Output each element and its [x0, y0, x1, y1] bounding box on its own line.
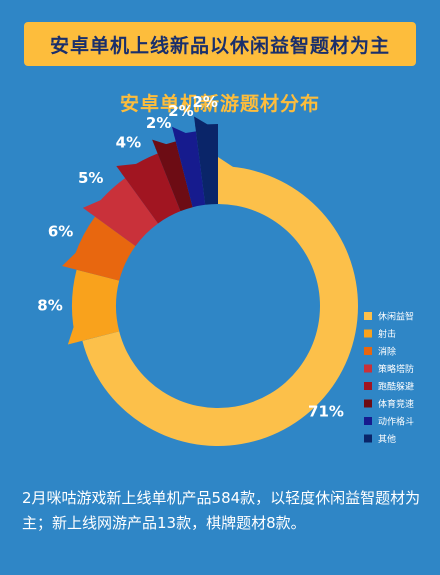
banner-text: 安卓单机上线新品以休闲益智题材为主 — [49, 34, 390, 57]
legend-label-4: 策略塔防 — [378, 363, 414, 375]
data-label-7: 2% — [168, 102, 193, 120]
legend-swatch-7 — [364, 417, 372, 425]
legend-label-5: 跑酷躲避 — [378, 381, 414, 393]
legend-swatch-2 — [364, 329, 372, 338]
data-label-3: 6% — [48, 222, 73, 240]
legend-swatch-5 — [364, 382, 372, 390]
legend-label-2: 射击 — [378, 328, 396, 340]
slice-pointer-7 — [171, 126, 188, 137]
slice-pointer-2 — [67, 324, 78, 345]
donut-slice-8 — [195, 124, 218, 205]
data-label-8: 2% — [192, 93, 217, 111]
donut-slice-2 — [72, 269, 120, 343]
slice-pointer-8 — [194, 116, 209, 127]
data-label-1: 71% — [308, 403, 344, 421]
slice-pointer-4 — [82, 199, 103, 214]
data-label-5: 4% — [116, 134, 141, 152]
data-label-2: 8% — [37, 297, 62, 315]
slice-pointer-1 — [218, 157, 235, 168]
summary-caption: 2月咪咕游戏新上线单机产品584款，以轻度休闲益智题材为主；新上线网游产品13款… — [22, 489, 421, 532]
slice-pointer-6 — [152, 139, 168, 149]
data-label-4: 5% — [78, 169, 103, 187]
slice-pointer-3 — [62, 251, 78, 269]
donut-slice-5 — [121, 153, 181, 224]
legend-label-1: 休闲益智 — [378, 311, 414, 323]
legend-swatch-4 — [364, 364, 372, 373]
legend-swatch-3 — [364, 347, 372, 355]
donut-slice-3 — [70, 216, 136, 281]
legend-label-6: 体育竞速 — [378, 398, 414, 410]
legend-label-7: 动作格斗 — [378, 416, 414, 428]
data-label-6: 2% — [146, 114, 171, 132]
legend-swatch-1 — [364, 312, 372, 320]
legend-label-3: 消除 — [378, 346, 396, 358]
donut-slice-6 — [155, 141, 193, 212]
chart-title: 安卓单机新游题材分布 — [119, 93, 320, 115]
donut-slice-7 — [174, 131, 206, 208]
legend-swatch-6 — [364, 399, 372, 408]
donut-chart: 71%8%6%5%4%2%2%2% 休闲益智射击消除策略塔防跑酷躲避体育竞速动作… — [37, 93, 414, 446]
legend-swatch-8 — [364, 434, 372, 443]
slice-pointer-5 — [116, 163, 139, 175]
header-banner: 安卓单机上线新品以休闲益智题材为主 — [24, 22, 416, 66]
legend-label-8: 其他 — [378, 433, 396, 445]
donut-slice-4 — [90, 178, 159, 247]
